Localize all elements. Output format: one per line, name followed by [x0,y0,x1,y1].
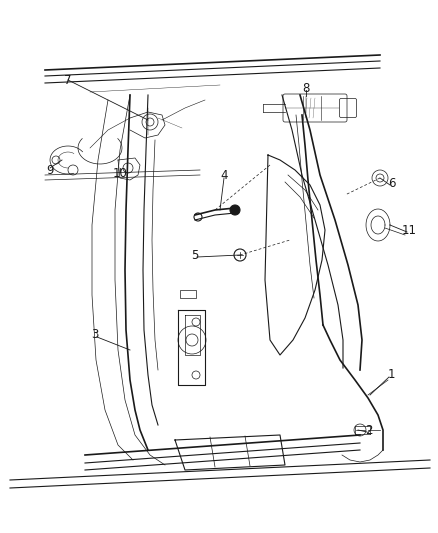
Text: 9: 9 [46,164,53,176]
Text: 3: 3 [91,328,99,342]
Text: 10: 10 [112,166,127,180]
Text: 11: 11 [401,223,416,237]
Text: 4: 4 [220,168,227,182]
Circle shape [230,205,240,215]
Text: 1: 1 [386,368,394,382]
Text: 2: 2 [364,424,372,437]
Text: 6: 6 [387,176,395,190]
Text: 5: 5 [191,248,198,262]
Text: 8: 8 [302,82,309,94]
Text: 7: 7 [64,74,71,86]
